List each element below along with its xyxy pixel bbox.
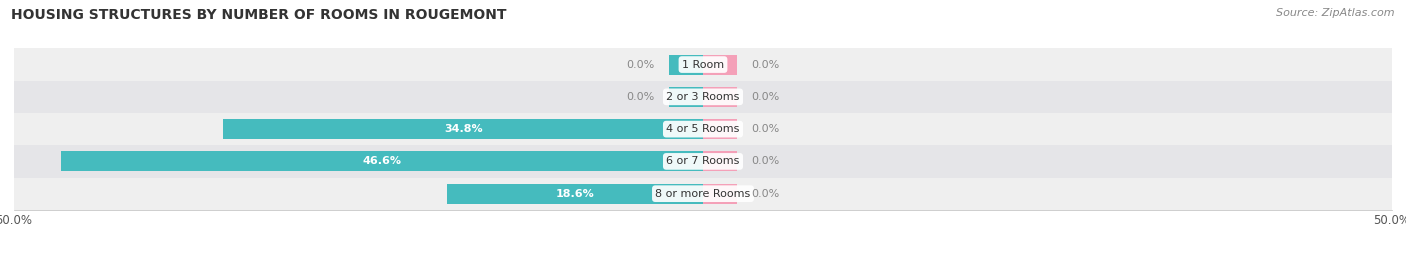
Bar (669, 55, 703, 75)
Text: 0.0%: 0.0% (627, 92, 655, 102)
Bar (14, 145, 1392, 178)
Text: 4 or 5 Rooms: 4 or 5 Rooms (666, 124, 740, 134)
Text: Source: ZipAtlas.com: Source: ZipAtlas.com (1277, 8, 1395, 18)
Bar (703, 184, 738, 204)
Text: 34.8%: 34.8% (444, 124, 482, 134)
Text: 0.0%: 0.0% (627, 59, 655, 70)
Bar (224, 119, 703, 139)
Bar (14, 178, 1392, 210)
Text: HOUSING STRUCTURES BY NUMBER OF ROOMS IN ROUGEMONT: HOUSING STRUCTURES BY NUMBER OF ROOMS IN… (11, 8, 506, 22)
Text: 6 or 7 Rooms: 6 or 7 Rooms (666, 156, 740, 167)
Bar (60, 151, 703, 171)
Text: 0.0%: 0.0% (751, 124, 779, 134)
Text: 0.0%: 0.0% (751, 59, 779, 70)
Bar (14, 113, 1392, 145)
Text: 0.0%: 0.0% (751, 92, 779, 102)
Bar (14, 48, 1392, 81)
Bar (703, 119, 738, 139)
Bar (669, 87, 703, 107)
Text: 0.0%: 0.0% (751, 189, 779, 199)
Text: 0.0%: 0.0% (751, 156, 779, 167)
Legend: Owner-occupied, Renter-occupied: Owner-occupied, Renter-occupied (572, 266, 834, 269)
Bar (703, 87, 738, 107)
Text: 1 Room: 1 Room (682, 59, 724, 70)
Bar (703, 55, 738, 75)
Text: 8 or more Rooms: 8 or more Rooms (655, 189, 751, 199)
Bar (14, 81, 1392, 113)
Text: 2 or 3 Rooms: 2 or 3 Rooms (666, 92, 740, 102)
Bar (703, 151, 738, 171)
Text: 18.6%: 18.6% (555, 189, 595, 199)
Bar (447, 184, 703, 204)
Text: 46.6%: 46.6% (363, 156, 402, 167)
